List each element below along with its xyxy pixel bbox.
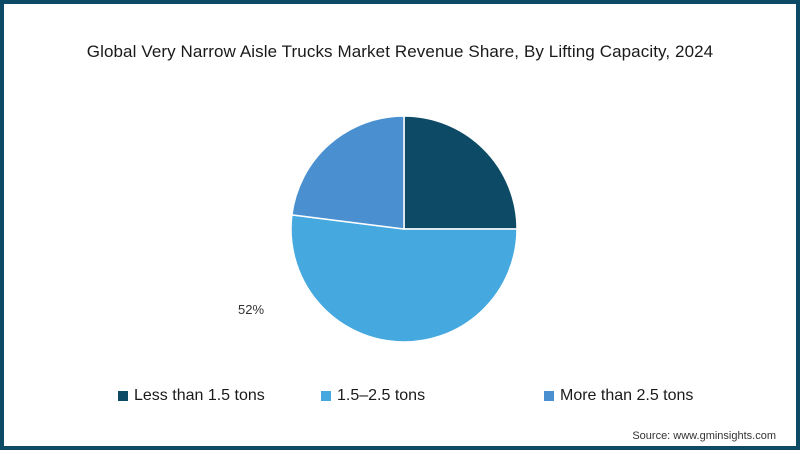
legend-swatch-icon xyxy=(544,391,554,401)
legend-swatch-icon xyxy=(118,391,128,401)
chart-title: Global Very Narrow Aisle Trucks Market R… xyxy=(86,42,714,61)
legend-label: Less than 1.5 tons xyxy=(134,387,265,404)
legend-label: More than 2.5 tons xyxy=(560,387,694,404)
pie-slice-more-than-2-5-tons xyxy=(291,115,405,230)
pie-slice-1-5-2-5-tons xyxy=(290,214,518,343)
data-label-1-5-2-5-tons: 52% xyxy=(238,302,265,317)
legend-item-more-than-2-5-tons: More than 2.5 tons xyxy=(544,387,693,405)
source-note: Source: www.gminsights.com xyxy=(632,430,776,442)
pie-slices xyxy=(290,115,518,343)
legend-swatch-icon xyxy=(321,391,331,401)
pie-slice-less-than-1-5-tons xyxy=(403,115,518,230)
legend-item-1-5-2-5-tons: 1.5–2.5 tons xyxy=(321,387,425,405)
legend-item-less-than-1-5-tons: Less than 1.5 tons xyxy=(118,387,265,405)
pie-chart xyxy=(290,115,518,343)
legend-label: 1.5–2.5 tons xyxy=(337,387,426,404)
legend: Less than 1.5 tons 1.5–2.5 tons More tha… xyxy=(4,387,796,409)
